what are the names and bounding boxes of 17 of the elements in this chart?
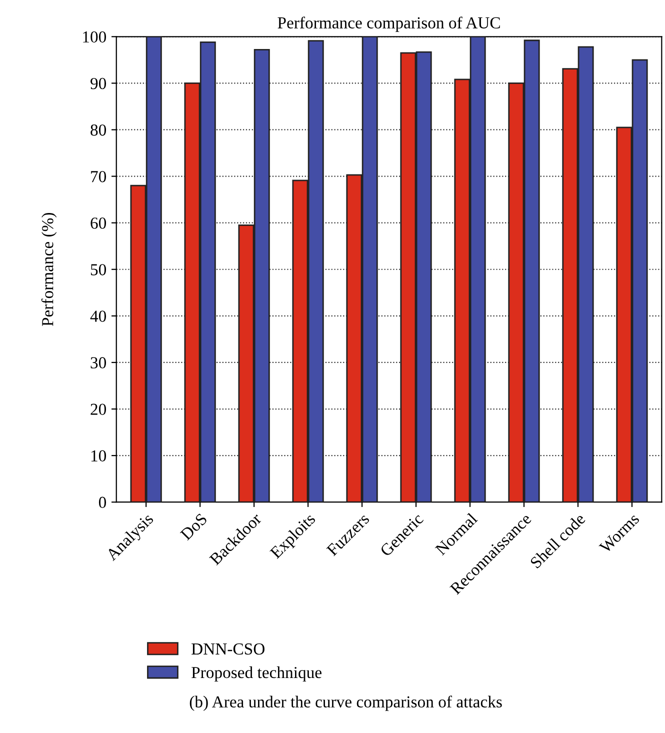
y-tick-label: 80 (90, 124, 106, 136)
chart-title: Performance comparison of AUC (278, 16, 500, 32)
y-tick-label: 40 (90, 310, 106, 322)
y-tick-label: 10 (91, 450, 106, 462)
text: (b) Area under the curve comparison of attacks (190, 696, 502, 711)
y-tick-label: 30 (90, 357, 106, 368)
y-tick-label: 100 (83, 31, 106, 43)
x-tick-label: DoS (180, 512, 208, 541)
y-tick-label: 70 (91, 170, 106, 182)
y-tick-label: 60 (90, 218, 106, 229)
y-axis-title: Performance (%) (41, 212, 57, 326)
legend-label: Proposed technique (192, 666, 322, 682)
y-tick-label: 20 (90, 404, 106, 415)
y-tick-label: 50 (90, 264, 106, 276)
y-tick-label: 0 (98, 496, 106, 508)
legend-label: DNN-CSO (192, 643, 264, 655)
y-tick-label: 90 (90, 78, 106, 90)
